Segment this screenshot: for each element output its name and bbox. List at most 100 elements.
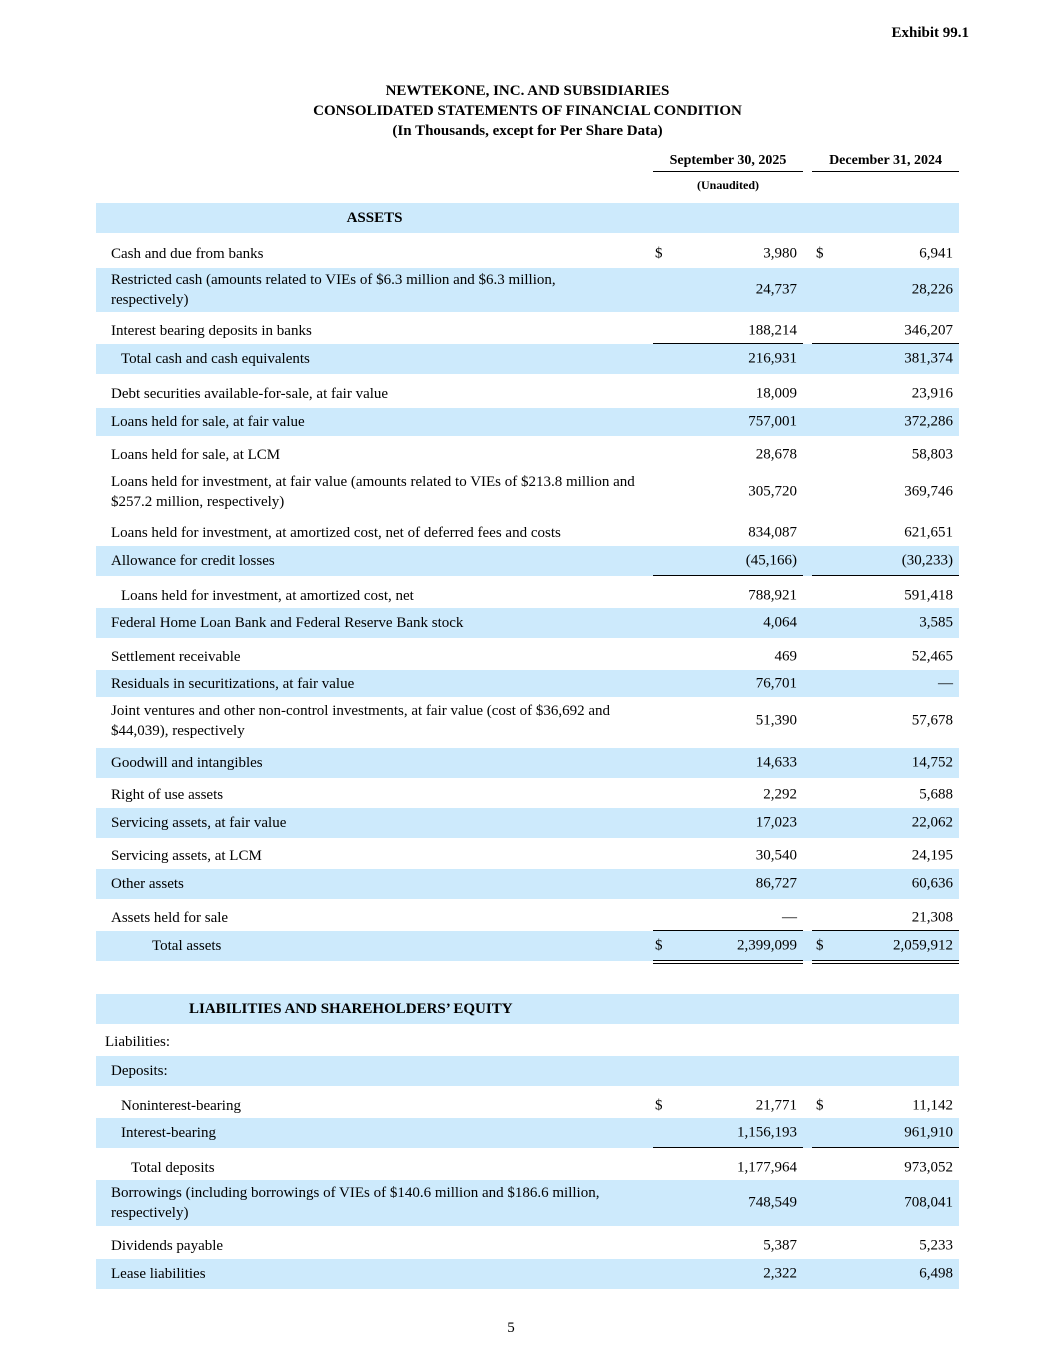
value-sep-2025: 748,549 [748, 1194, 797, 1211]
total-underline [653, 930, 803, 931]
value-sep-2025: — [782, 909, 797, 926]
row-label: Liabilities: [105, 1034, 170, 1050]
table-row: Joint ventures and other non-control inv… [96, 698, 959, 743]
section-header-row: LIABILITIES AND SHAREHOLDERS’ EQUITY [96, 994, 959, 1024]
table-row: Cash and due from banks $3,980 $6,941 [96, 240, 959, 268]
table-row: Settlement receivable 469 52,465 [96, 643, 959, 671]
value-sep-2025: 14,633 [755, 754, 797, 771]
value-dec-2024: 591,418 [904, 587, 953, 604]
table-row: Borrowings (including borrowings of VIEs… [96, 1180, 959, 1226]
row-label: Residuals in securitizations, at fair va… [111, 675, 355, 692]
value-dec-2024: 52,465 [911, 648, 953, 665]
value-dec-2024: 5,233 [919, 1237, 953, 1254]
row-label: Servicing assets, at LCM [111, 848, 262, 864]
page-number: 5 [507, 1320, 515, 1336]
unaudited-note: (Unaudited) [696, 178, 759, 192]
table-row: Total assets $2,399,099 $2,059,912 [96, 931, 959, 964]
row-label: Assets held for sale [111, 910, 229, 926]
row-label: Total assets [152, 938, 222, 954]
row-label: LIABILITIES AND SHAREHOLDERS’ EQUITY [189, 1001, 513, 1017]
value-sep-2025: 17,023 [755, 814, 797, 831]
currency-symbol: $ [655, 1097, 663, 1114]
total-underline [812, 575, 959, 576]
value-sep-2025: 834,087 [748, 524, 797, 541]
table-row: Residuals in securitizations, at fair va… [96, 670, 959, 697]
table-row: Other assets 86,727 60,636 [96, 869, 959, 899]
row-label: Total cash and cash equivalents [121, 351, 310, 367]
table-row: Deposits: [96, 1056, 959, 1086]
row-label: Settlement receivable [111, 649, 241, 665]
row-label: Loans held for sale, at LCM [111, 447, 281, 463]
table-row: Loans held for sale, at fair value 757,00… [96, 408, 959, 436]
currency-symbol: $ [816, 1097, 824, 1114]
value-sep-2025: 24,737 [755, 281, 797, 298]
row-label: Servicing assets, at fair value [111, 815, 287, 831]
table-row: Interest-bearing 1,156,193 961,910 [96, 1118, 959, 1148]
value-dec-2024: 381,374 [904, 350, 953, 367]
row-label: Other assets [111, 876, 184, 892]
row-label: Interest-bearing [121, 1125, 216, 1141]
units-note: (In Thousands, except for Per Share Data… [392, 123, 663, 139]
currency-symbol: $ [655, 245, 663, 262]
statement-header: NEWTEKONE, INC. AND SUBSIDIARIES CONSOLI… [0, 81, 1055, 141]
section-header-row: ASSETS [96, 203, 959, 233]
row-label: Cash and due from banks [111, 246, 264, 262]
table-row: Assets held for sale — 21,308 [96, 905, 959, 931]
value-sep-2025: 1,177,964 [737, 1159, 797, 1176]
value-dec-2024: 621,651 [904, 524, 953, 541]
value-dec-2024: 372,286 [904, 413, 953, 430]
value-sep-2025: 216,931 [748, 350, 797, 367]
row-label: Loans held for sale, at fair value [111, 414, 305, 430]
total-underline [653, 343, 803, 344]
row-label: Interest bearing deposits in banks [111, 323, 312, 339]
value-dec-2024: 346,207 [904, 322, 953, 339]
value-sep-2025: 2,292 [763, 786, 797, 803]
table-row: Loans held for investment, at fair value… [96, 469, 959, 514]
value-dec-2024: 11,142 [912, 1097, 953, 1114]
value-dec-2024: 22,062 [911, 814, 953, 831]
table-row: Loans held for investment, at amortized … [96, 520, 959, 546]
table-row: Loans held for sale, at LCM 28,678 58,803 [96, 441, 959, 469]
value-sep-2025: 76,701 [755, 675, 797, 691]
row-label: Dividends payable [111, 1238, 224, 1254]
value-sep-2025: 30,540 [755, 847, 797, 864]
value-sep-2025: 757,001 [748, 413, 797, 430]
value-dec-2024: 21,308 [911, 909, 953, 926]
row-label: Noninterest-bearing [121, 1098, 241, 1114]
row-label: Total deposits [131, 1160, 215, 1176]
value-dec-2024: 60,636 [911, 875, 953, 892]
table-row: Restricted cash (amounts related to VIEs… [96, 268, 959, 312]
row-label: Restricted cash (amounts related to VIEs… [111, 272, 556, 308]
row-label: Borrowings (including borrowings of VIEs… [111, 1185, 600, 1221]
currency-symbol: $ [816, 245, 824, 262]
value-sep-2025: 51,390 [755, 712, 797, 728]
company-name: NEWTEKONE, INC. AND SUBSIDIARIES [385, 83, 670, 99]
value-dec-2024: 369,746 [904, 483, 953, 499]
row-label: Joint ventures and other non-control inv… [111, 702, 611, 739]
total-underline [812, 343, 959, 344]
value-dec-2024: 14,752 [911, 754, 953, 771]
value-sep-2025: 5,387 [763, 1237, 797, 1254]
total-underline [653, 575, 803, 576]
value-sep-2025: 469 [774, 648, 798, 665]
value-dec-2024: 6,498 [919, 1265, 953, 1282]
table-row: Right of use assets 2,292 5,688 [96, 781, 959, 809]
value-dec-2024: 58,803 [911, 446, 953, 463]
value-dec-2024: 708,041 [904, 1194, 953, 1211]
value-sep-2025: 3,980 [763, 245, 797, 262]
value-sep-2025: 28,678 [755, 446, 797, 463]
value-dec-2024: 28,226 [911, 281, 953, 298]
statement-title: CONSOLIDATED STATEMENTS OF FINANCIAL CON… [313, 103, 742, 119]
currency-symbol: $ [816, 937, 824, 954]
row-label: Debt securities available-for-sale, at f… [111, 386, 389, 402]
total-underline [653, 1147, 803, 1148]
value-dec-2024: 2,059,912 [893, 937, 953, 954]
value-dec-2024: — [938, 675, 953, 691]
table-row: Servicing assets, at fair value 17,023 22,… [96, 808, 959, 838]
row-label: Loans held for investment, at amortized … [111, 525, 561, 541]
table-row: Total cash and cash equivalents 216,931 38… [96, 344, 959, 374]
value-dec-2024: (30,233) [901, 552, 953, 569]
value-dec-2024: 23,916 [911, 385, 953, 402]
currency-symbol: $ [655, 937, 663, 954]
